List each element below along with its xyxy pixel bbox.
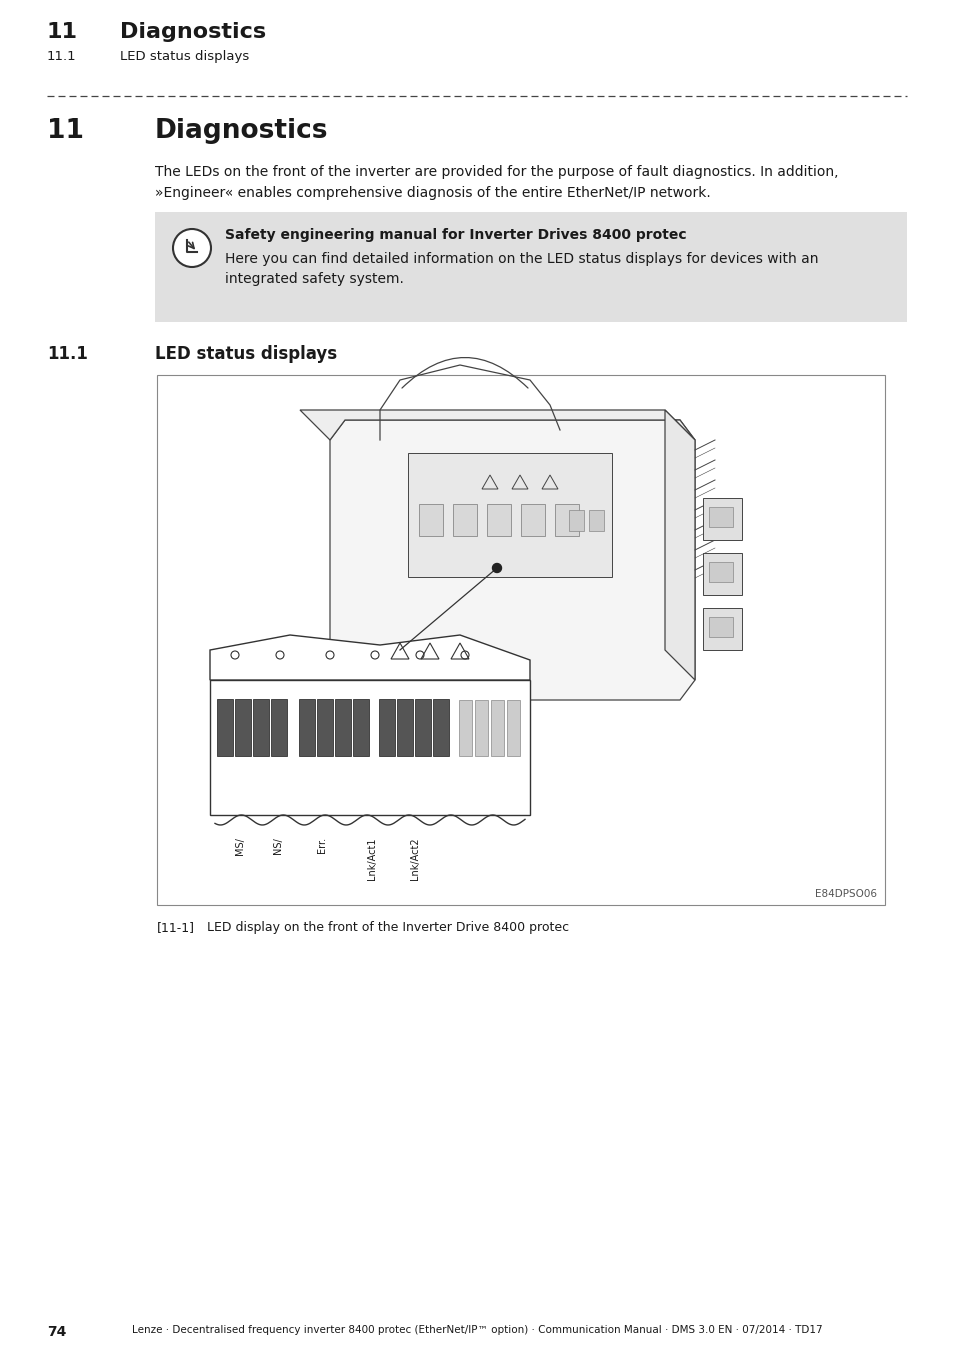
FancyBboxPatch shape [353,699,369,756]
Circle shape [231,651,239,659]
FancyBboxPatch shape [396,699,413,756]
FancyBboxPatch shape [418,504,442,536]
Polygon shape [330,420,695,701]
FancyBboxPatch shape [154,212,906,323]
FancyBboxPatch shape [589,509,604,531]
FancyBboxPatch shape [459,699,472,756]
FancyBboxPatch shape [702,498,741,540]
Text: The LEDs on the front of the inverter are provided for the purpose of fault diag: The LEDs on the front of the inverter ar… [154,165,838,180]
Text: MS/: MS/ [234,837,245,855]
FancyBboxPatch shape [702,554,741,595]
FancyBboxPatch shape [216,699,233,756]
Text: Lnk/Act2: Lnk/Act2 [410,837,419,880]
Text: Diagnostics: Diagnostics [120,22,266,42]
FancyBboxPatch shape [708,508,732,526]
Text: LED status displays: LED status displays [120,50,249,63]
Text: NS/: NS/ [273,837,283,853]
FancyBboxPatch shape [378,699,395,756]
Text: 11: 11 [47,117,84,144]
Text: E84DPSO06: E84DPSO06 [814,890,876,899]
FancyBboxPatch shape [253,699,269,756]
Circle shape [416,651,423,659]
Text: Here you can find detailed information on the LED status displays for devices wi: Here you can find detailed information o… [225,252,818,266]
Text: LED status displays: LED status displays [154,346,336,363]
Text: Err.: Err. [316,837,327,853]
Text: 11.1: 11.1 [47,50,76,63]
FancyBboxPatch shape [486,504,511,536]
FancyBboxPatch shape [520,504,544,536]
FancyBboxPatch shape [316,699,333,756]
FancyArrowPatch shape [401,358,527,387]
Circle shape [492,563,501,572]
FancyBboxPatch shape [234,699,251,756]
Text: 74: 74 [47,1324,67,1339]
FancyBboxPatch shape [415,699,431,756]
Polygon shape [299,410,695,440]
FancyBboxPatch shape [491,699,504,756]
Circle shape [326,651,334,659]
FancyBboxPatch shape [408,454,612,576]
Circle shape [371,651,378,659]
FancyBboxPatch shape [708,617,732,637]
FancyBboxPatch shape [210,680,530,815]
FancyBboxPatch shape [569,509,584,531]
Polygon shape [664,410,695,680]
Text: LED display on the front of the Inverter Drive 8400 protec: LED display on the front of the Inverter… [207,921,569,934]
FancyBboxPatch shape [335,699,351,756]
Text: Safety engineering manual for Inverter Drives 8400 protec: Safety engineering manual for Inverter D… [225,228,686,242]
Circle shape [460,651,469,659]
Text: [11-1]: [11-1] [157,921,194,934]
Text: Diagnostics: Diagnostics [154,117,328,144]
FancyBboxPatch shape [475,699,488,756]
FancyBboxPatch shape [507,699,520,756]
FancyBboxPatch shape [298,699,314,756]
Text: 11: 11 [47,22,78,42]
FancyBboxPatch shape [708,562,732,582]
Circle shape [172,230,211,267]
Circle shape [275,651,284,659]
Text: Lnk/Act1: Lnk/Act1 [367,837,376,879]
Text: 11.1: 11.1 [47,346,88,363]
FancyBboxPatch shape [157,375,884,904]
Polygon shape [210,634,530,680]
FancyBboxPatch shape [702,608,741,649]
FancyBboxPatch shape [433,699,449,756]
FancyBboxPatch shape [453,504,476,536]
Text: Lenze · Decentralised frequency inverter 8400 protec (EtherNet/IP™ option) · Com: Lenze · Decentralised frequency inverter… [132,1324,821,1335]
FancyBboxPatch shape [271,699,287,756]
FancyBboxPatch shape [555,504,578,536]
Text: integrated safety system.: integrated safety system. [225,271,403,286]
Text: »Engineer« enables comprehensive diagnosis of the entire EtherNet/IP network.: »Engineer« enables comprehensive diagnos… [154,186,710,200]
